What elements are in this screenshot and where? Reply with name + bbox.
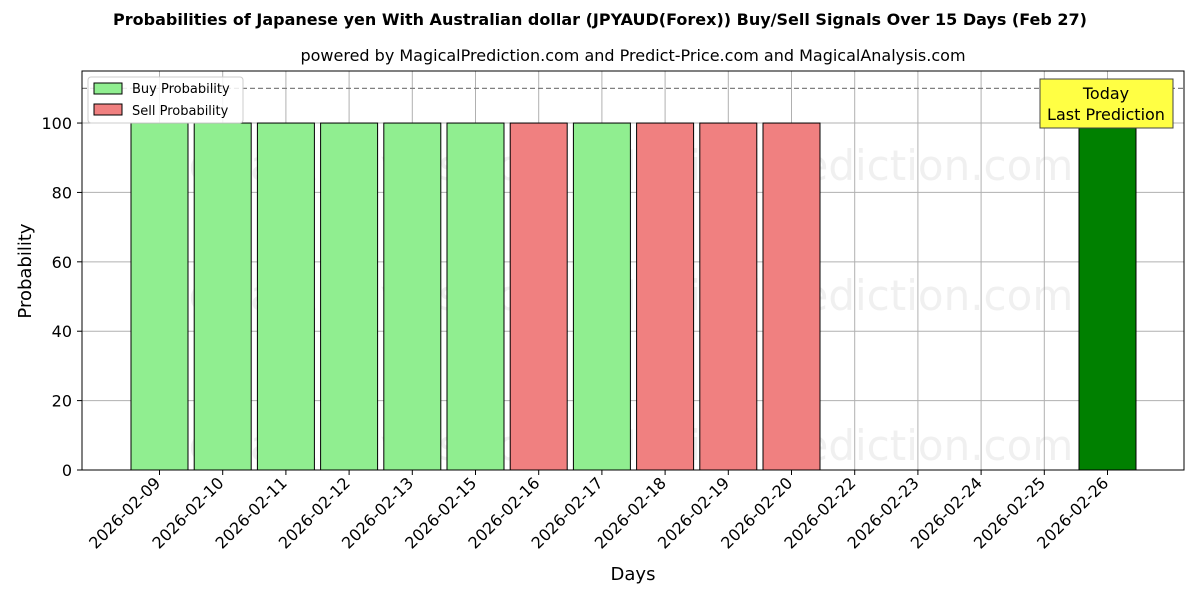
annotation-line-1: Today — [1082, 84, 1129, 103]
chart-subtitle: powered by MagicalPrediction.com and Pre… — [300, 46, 966, 65]
x-axis-label: Days — [611, 564, 656, 585]
y-tick-label: 40 — [52, 322, 72, 341]
today-annotation: Today Last Prediction — [1039, 78, 1174, 129]
legend-swatch-buy — [93, 82, 123, 95]
legend-frame — [87, 76, 244, 124]
bar-buy-2026-02-12 — [320, 122, 379, 471]
legend-label-buy: Buy Probability — [132, 82, 230, 97]
legend: Buy Probability Sell Probability — [87, 76, 244, 124]
y-tick-label: 20 — [52, 392, 72, 411]
bar-buy-2026-02-13 — [383, 122, 442, 471]
bar-sell-2026-02-20 — [762, 122, 821, 471]
y-tick-label: 0 — [62, 461, 72, 480]
legend-label-sell: Sell Probability — [132, 104, 229, 119]
bar-today-2026-02-26 — [1078, 122, 1137, 471]
bar-buy-2026-02-09 — [130, 122, 189, 471]
legend-swatch-sell — [93, 103, 123, 116]
bar-sell-2026-02-19 — [699, 122, 758, 471]
annotation-line-2: Last Prediction — [1047, 105, 1165, 124]
bar-sell-2026-02-16 — [509, 122, 568, 471]
plot-frame — [81, 70, 1185, 471]
bar-buy-2026-02-15 — [446, 122, 505, 471]
bar-sell-2026-02-18 — [636, 122, 695, 471]
y-tick-label: 60 — [52, 253, 72, 272]
annotation-box — [1039, 78, 1174, 129]
bar-buy-2026-02-10 — [193, 122, 252, 471]
y-tick-label: 80 — [52, 183, 72, 202]
bar-buy-2026-02-11 — [256, 122, 315, 471]
y-axis-label: Probability — [15, 223, 36, 318]
y-tick-label: 100 — [41, 114, 72, 133]
bar-layer — [130, 122, 1137, 471]
bar-buy-2026-02-17 — [572, 122, 631, 471]
chart-title: Probabilities of Japanese yen With Austr… — [113, 10, 1087, 29]
